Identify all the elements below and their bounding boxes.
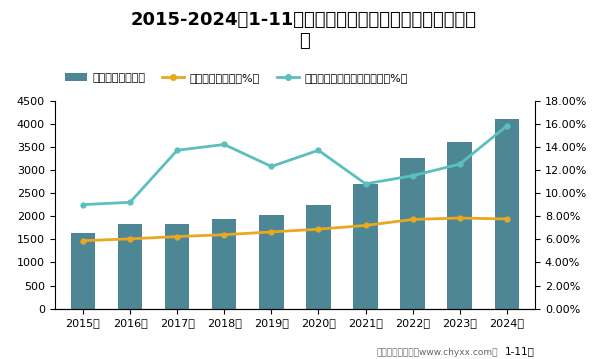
应收账款占营业收入的比重（%） — [456, 162, 463, 166]
Bar — [400, 158, 425, 309]
应收账款百分比（%） — [409, 217, 416, 222]
Legend: 应收账款（亿元）, 应收账款百分比（%）, 应收账款占营业收入的比重（%）: 应收账款（亿元）, 应收账款百分比（%）, 应收账款占营业收入的比重（%） — [60, 69, 412, 88]
Text: 制图：智研咨询（www.chyxx.com）: 制图：智研咨询（www.chyxx.com） — [377, 348, 499, 357]
应收账款百分比（%） — [79, 239, 86, 243]
Text: 1-11月: 1-11月 — [505, 346, 535, 356]
Bar — [118, 224, 142, 309]
应收账款百分比（%） — [503, 217, 511, 221]
应收账款占营业收入的比重（%） — [503, 124, 511, 128]
应收账款占营业收入的比重（%） — [268, 164, 275, 169]
应收账款百分比（%） — [456, 216, 463, 220]
应收账款百分比（%） — [221, 233, 228, 237]
Bar — [447, 142, 472, 309]
Line: 应收账款占营业收入的比重（%）: 应收账款占营业收入的比重（%） — [80, 123, 510, 207]
Bar — [71, 233, 95, 309]
Text: 2015-2024年1-11月内蒙古自治区工业企业应收账款统计
图: 2015-2024年1-11月内蒙古自治区工业企业应收账款统计 图 — [131, 11, 477, 50]
应收账款占营业收入的比重（%） — [221, 142, 228, 146]
Bar — [494, 119, 519, 309]
应收账款百分比（%） — [362, 223, 369, 228]
应收账款百分比（%） — [315, 227, 322, 231]
应收账款百分比（%） — [268, 230, 275, 234]
Bar — [353, 184, 378, 309]
Bar — [259, 215, 283, 309]
应收账款占营业收入的比重（%） — [315, 148, 322, 153]
应收账款占营业收入的比重（%） — [173, 148, 181, 153]
应收账款占营业收入的比重（%） — [362, 182, 369, 186]
Bar — [165, 224, 190, 309]
Bar — [212, 219, 237, 309]
应收账款占营业收入的比重（%） — [126, 200, 134, 205]
应收账款百分比（%） — [173, 234, 181, 239]
应收账款占营业收入的比重（%） — [409, 173, 416, 178]
Line: 应收账款百分比（%）: 应收账款百分比（%） — [80, 216, 510, 243]
Bar — [306, 205, 331, 309]
应收账款百分比（%） — [126, 237, 134, 241]
应收账款占营业收入的比重（%） — [79, 202, 86, 207]
